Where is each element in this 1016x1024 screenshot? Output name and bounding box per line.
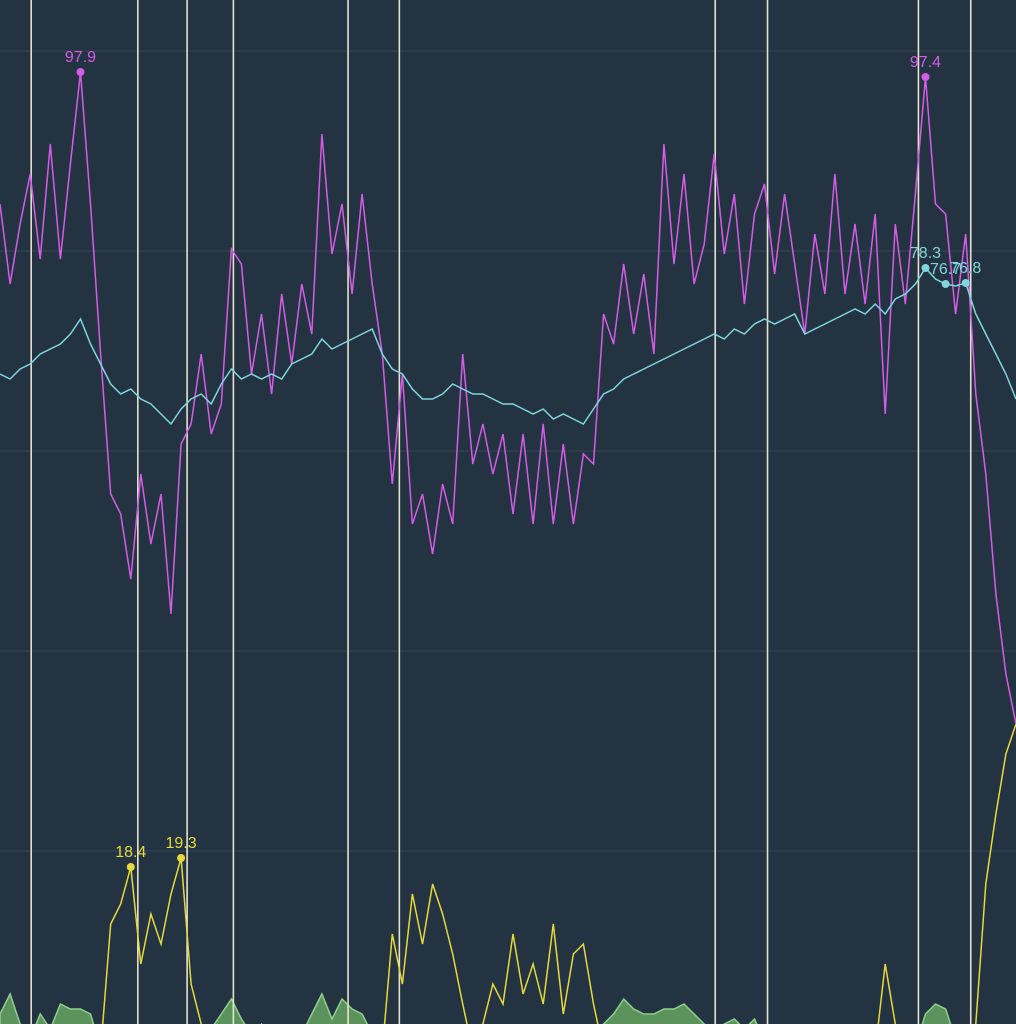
annotation-dot [941, 280, 950, 288]
annotation-label: 19.3 [165, 835, 196, 852]
line [101, 723, 1016, 1024]
annotation-dot [177, 854, 186, 862]
annotation-label: 76.8 [950, 260, 981, 277]
annotation-label: 18.4 [115, 844, 146, 861]
line [0, 71, 1016, 725]
line [0, 266, 1016, 426]
annotation-dot [126, 863, 135, 871]
annotation-label: 97.9 [65, 49, 96, 66]
area [0, 992, 952, 1024]
annotation-dot [921, 264, 930, 272]
annotation-dot [76, 68, 85, 76]
annotation-label: 97.4 [910, 54, 941, 71]
annotation-dot [961, 279, 970, 287]
annotation-label: 76.7 [930, 261, 961, 278]
annotation-label: 78.3 [910, 245, 941, 262]
annotation-dot [921, 73, 930, 81]
